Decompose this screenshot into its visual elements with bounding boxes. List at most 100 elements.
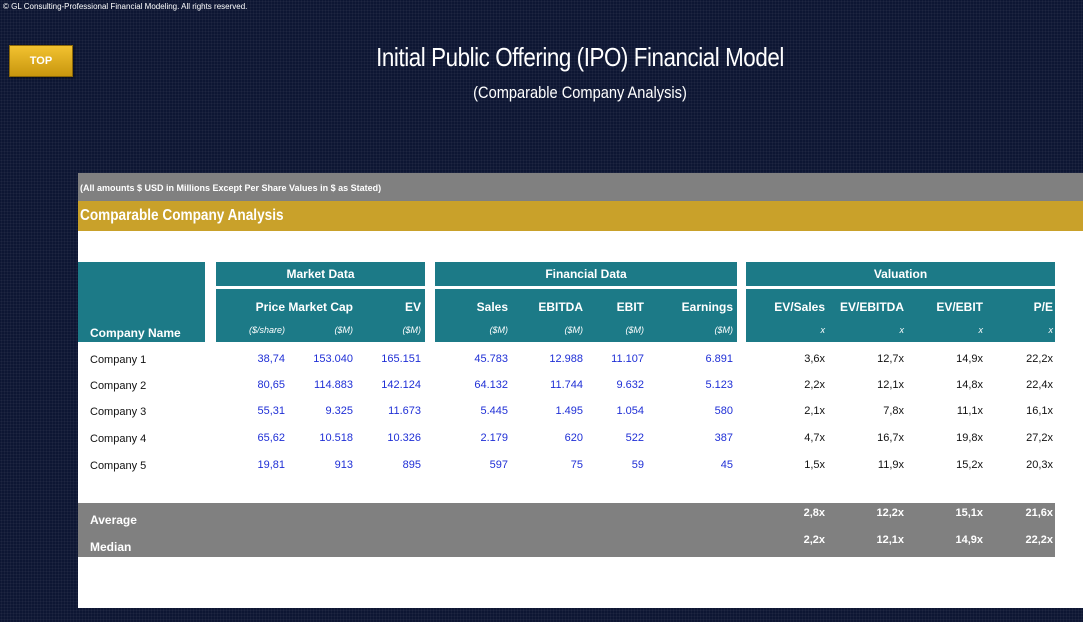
company-name-header: Company Name bbox=[90, 326, 181, 340]
group-header-financial-data: Financial Data bbox=[435, 262, 737, 286]
page-subtitle: (Comparable Company Analysis) bbox=[473, 83, 687, 102]
table-cell: 80,65 bbox=[257, 379, 285, 391]
table-cell: 38,74 bbox=[257, 353, 285, 365]
column-unit: ($M) bbox=[402, 325, 422, 335]
table-cell: 22,2x bbox=[1026, 353, 1053, 365]
stat-value-average: 2,8x bbox=[803, 507, 825, 519]
table-cell: 1,5x bbox=[804, 459, 825, 471]
table-cell: 15,2x bbox=[956, 459, 983, 471]
table-cell: 2,1x bbox=[804, 405, 825, 417]
table-cell: 913 bbox=[334, 459, 353, 471]
stat-value-average: 15,1x bbox=[955, 507, 983, 519]
table-cell: 620 bbox=[564, 432, 583, 444]
table-cell: 2,2x bbox=[804, 379, 825, 391]
table-cell: 22,4x bbox=[1026, 379, 1053, 391]
table-cell: 59 bbox=[631, 459, 644, 471]
copyright-text: © GL Consulting-Professional Financial M… bbox=[3, 2, 248, 11]
section-header: Comparable Company Analysis bbox=[78, 201, 1083, 231]
table-cell: 75 bbox=[570, 459, 583, 471]
table-cell: 3,6x bbox=[804, 353, 825, 365]
table-cell: 12,7x bbox=[877, 353, 904, 365]
stat-value-median: 2,2x bbox=[803, 534, 825, 546]
column-unit: ($/share) bbox=[248, 325, 285, 335]
column-header-ev-ebitda: EV/EBITDA bbox=[839, 300, 904, 314]
table-cell: 522 bbox=[625, 432, 644, 444]
table-cell: 580 bbox=[714, 405, 733, 417]
column-unit: x bbox=[820, 325, 826, 335]
table-cell: 9.325 bbox=[325, 405, 353, 417]
top-button[interactable]: TOP bbox=[9, 45, 73, 77]
table-cell: 5.445 bbox=[480, 405, 508, 417]
company-name-cell: Company 5 bbox=[90, 460, 147, 472]
table-cell: 14,9x bbox=[956, 353, 983, 365]
group-header-market-data: Market Data bbox=[216, 262, 425, 286]
company-name-cell: Company 2 bbox=[90, 380, 147, 392]
table-cell: 19,8x bbox=[956, 432, 983, 444]
company-name-cell: Company 1 bbox=[90, 354, 147, 366]
table-cell: 27,2x bbox=[1026, 432, 1053, 444]
column-unit: ($M) bbox=[625, 325, 645, 335]
column-unit: x bbox=[1048, 325, 1054, 335]
stat-value-average: 21,6x bbox=[1025, 507, 1053, 519]
table-cell: 11,1x bbox=[956, 405, 983, 417]
section-title: Comparable Company Analysis bbox=[80, 207, 284, 224]
table-cell: 12.988 bbox=[549, 353, 583, 365]
table-cell: 19,81 bbox=[257, 459, 285, 471]
page-title: Initial Public Offering (IPO) Financial … bbox=[376, 42, 784, 72]
column-header-earnings: Earnings bbox=[681, 300, 733, 314]
table-cell: 10.326 bbox=[387, 432, 421, 444]
table-cell: 10.518 bbox=[319, 432, 353, 444]
column-unit: ($M) bbox=[714, 325, 734, 335]
table-cell: 895 bbox=[402, 459, 421, 471]
table-cell: 12,1x bbox=[877, 379, 904, 391]
table-cell: 55,31 bbox=[257, 405, 285, 417]
table-cell: 6.891 bbox=[705, 353, 733, 365]
table-cell: 4,7x bbox=[804, 432, 825, 444]
table-cell: 11.107 bbox=[611, 353, 644, 365]
financial-columns-header-bg bbox=[435, 289, 737, 342]
stat-value-median: 14,9x bbox=[955, 534, 983, 546]
stat-value-average: 12,2x bbox=[876, 507, 904, 519]
table-cell: 14,8x bbox=[956, 379, 983, 391]
table-cell: 45 bbox=[720, 459, 733, 471]
table-cell: 64.132 bbox=[474, 379, 508, 391]
stat-value-median: 22,2x bbox=[1025, 534, 1053, 546]
summary-statistics-bar bbox=[78, 503, 1055, 557]
column-header-market-cap: Market Cap bbox=[288, 300, 353, 314]
table-cell: 11,9x bbox=[877, 459, 904, 471]
market-columns-header-bg bbox=[216, 289, 425, 342]
column-unit: ($M) bbox=[489, 325, 509, 335]
stat-label-average: Average bbox=[90, 513, 137, 527]
table-cell: 45.783 bbox=[474, 353, 508, 365]
table-cell: 65,62 bbox=[257, 432, 285, 444]
table-cell: 20,3x bbox=[1026, 459, 1053, 471]
table-cell: 5.123 bbox=[705, 379, 733, 391]
column-header-p-e: P/E bbox=[1033, 300, 1053, 314]
table-cell: 7,8x bbox=[883, 405, 904, 417]
column-header-sales: Sales bbox=[476, 300, 508, 314]
table-cell: 114.883 bbox=[314, 379, 353, 391]
table-cell: 16,7x bbox=[877, 432, 904, 444]
table-cell: 1.495 bbox=[555, 405, 583, 417]
group-header-valuation: Valuation bbox=[746, 262, 1055, 286]
table-cell: 142.124 bbox=[381, 379, 421, 391]
table-cell: 1.054 bbox=[616, 405, 644, 417]
table-cell: 387 bbox=[714, 432, 733, 444]
column-unit: x bbox=[899, 325, 905, 335]
column-header-ev: EV bbox=[404, 300, 421, 314]
column-header-ev-sales: EV/Sales bbox=[774, 300, 825, 314]
table-cell: 165.151 bbox=[381, 353, 421, 365]
units-note: (All amounts $ USD in Millions Except Pe… bbox=[78, 173, 1083, 201]
table-cell: 2.179 bbox=[480, 432, 508, 444]
company-name-cell: Company 3 bbox=[90, 406, 147, 418]
column-unit: ($M) bbox=[334, 325, 354, 335]
table-cell: 9.632 bbox=[616, 379, 644, 391]
column-header-ebit: EBIT bbox=[616, 300, 644, 314]
column-unit: ($M) bbox=[564, 325, 584, 335]
table-cell: 597 bbox=[489, 459, 508, 471]
stat-value-median: 12,1x bbox=[876, 534, 904, 546]
valuation-columns-header-bg bbox=[746, 289, 1055, 342]
column-header-ebitda: EBITDA bbox=[538, 300, 583, 314]
table-cell: 153.040 bbox=[313, 353, 353, 365]
column-header-ev-ebit: EV/EBIT bbox=[936, 300, 983, 314]
